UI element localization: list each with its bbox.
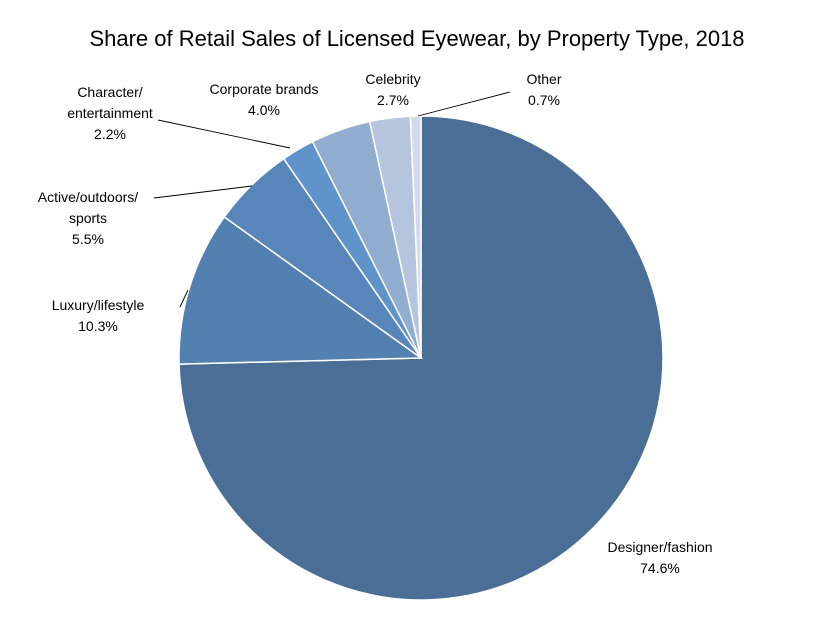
slice-category-label: Corporate brands — [210, 81, 319, 97]
slice-labels: Designer/fashion 74.6% Luxury/lifestyle 10.… — [38, 71, 713, 576]
slice-value-label: 74.6% — [640, 560, 680, 576]
slice-category-label: Designer/fashion — [607, 539, 712, 555]
slice-category-label: Active/outdoors/ — [38, 189, 138, 205]
slice-category-label: sports — [69, 210, 107, 226]
pie-slice — [178, 215, 424, 365]
leader-line — [417, 91, 511, 117]
slice-value-label: 5.5% — [72, 231, 104, 247]
chart-title: Share of Retail Sales of Licensed Eyewea… — [89, 26, 744, 51]
leader-lines — [153, 91, 511, 308]
pie-slices — [178, 115, 664, 601]
slice-category-label: Celebrity — [365, 71, 420, 87]
slice-category-label: Character/ — [77, 84, 142, 100]
leader-line — [153, 185, 253, 199]
leader-line — [179, 289, 189, 308]
slice-category-label: Luxury/lifestyle — [52, 297, 145, 313]
slice-category-label: Other — [526, 71, 561, 87]
slice-value-label: 2.7% — [377, 92, 409, 108]
pie-slice — [409, 115, 422, 359]
slice-value-label: 0.7% — [528, 92, 560, 108]
leader-line — [157, 119, 291, 149]
slice-value-label: 10.3% — [78, 318, 118, 334]
slice-value-label: 4.0% — [248, 102, 280, 118]
slice-value-label: 2.2% — [94, 126, 126, 142]
slice-category-label: entertainment — [67, 105, 153, 121]
